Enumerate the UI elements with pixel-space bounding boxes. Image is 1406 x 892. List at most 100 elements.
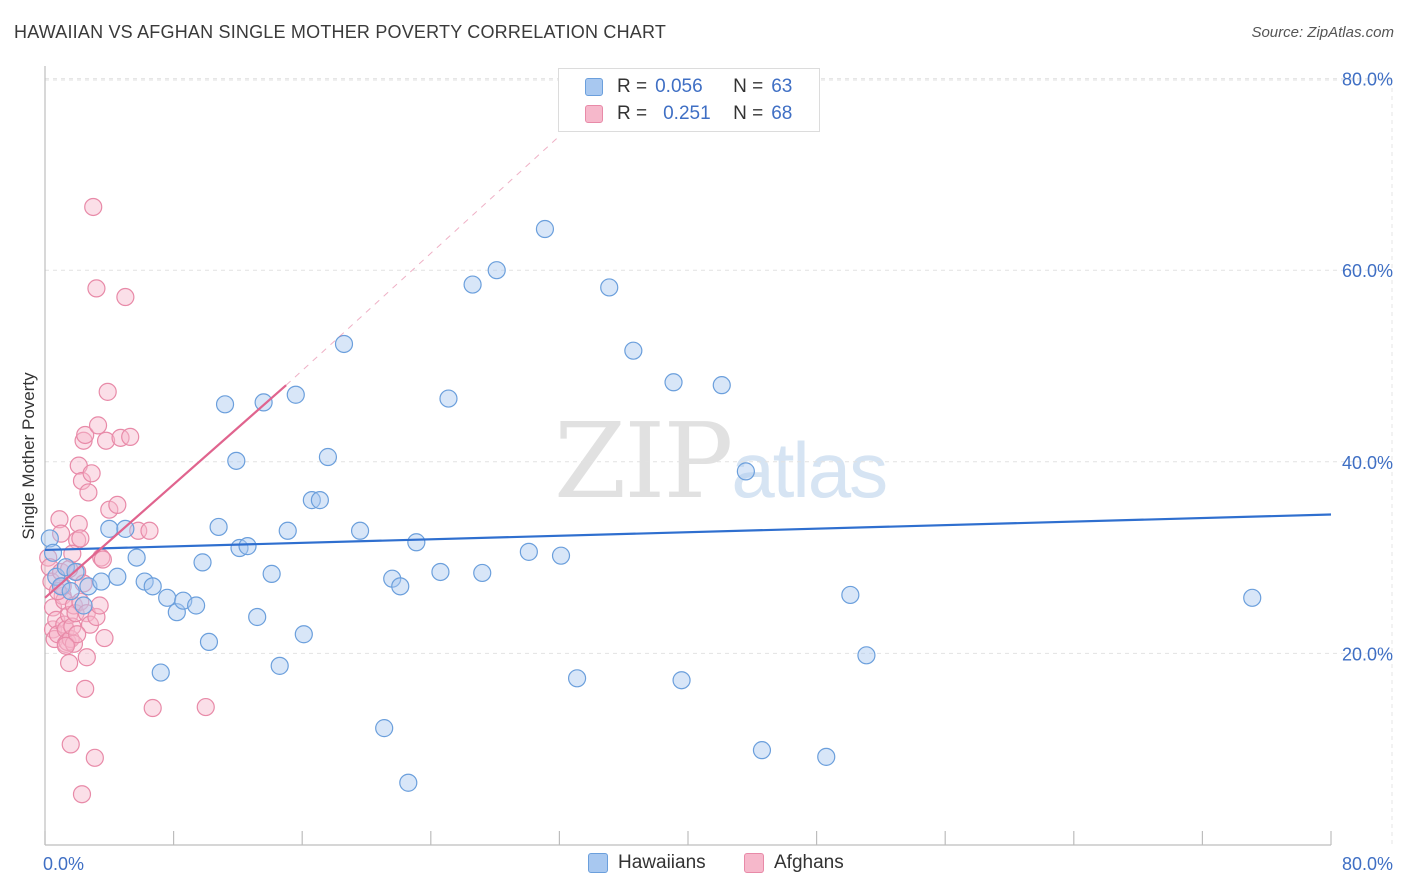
hawaiians-point [407,533,426,552]
hawaiians-point [209,517,228,537]
chart-title: HAWAIIAN VS AFGHAN SINGLE MOTHER POVERTY… [14,22,667,42]
afghans-point [76,679,95,698]
afghans-point [87,279,106,298]
hawaiians-point [817,747,836,766]
y-tick-label: 80.0% [1342,70,1393,90]
afghans-point [71,529,90,548]
hawaiians-point [535,219,555,239]
y-tick-label: 40.0% [1342,453,1393,473]
hawaiians-point [431,562,450,582]
r-value: 0.251 [663,103,711,124]
x-tick-label: 0.0% [43,854,84,874]
hawaiians-point [61,582,80,601]
afghans-point [85,748,104,767]
afghans-point [84,197,103,217]
hawaiians-point [857,646,876,665]
hawaiians-point [310,491,329,510]
afghans-point [69,514,88,534]
afghans-point [116,287,135,307]
hawaiians-point [270,656,289,675]
n-label: N = [733,76,764,97]
hawaiians-point [1243,588,1262,607]
hawaiians-point [350,521,370,540]
afghans-point [111,428,130,447]
hawaiians-point [187,596,206,615]
trend-lines [44,135,1332,599]
hawaiians-point [286,385,305,404]
afghans-point [76,425,95,445]
afghans-point [196,697,215,717]
hawaiians-point [600,278,619,297]
hawaiians-swatch [588,853,608,873]
hawaiians-point [127,548,146,567]
watermark-zip: ZIP [554,400,733,522]
hawaiians-point [278,521,297,540]
afghans-point [72,785,92,804]
afghans-point [50,510,69,529]
afghans-point [68,625,87,644]
hawaiians-point [100,519,119,538]
axis-labels: 20.0% 40.0% 60.0% 80.0% 0.0% 80.0% Single Moth… [19,70,1393,874]
hawaiians-point [151,663,170,682]
hawaiians-point [487,261,506,280]
hawaiians-point [254,393,273,412]
n-value: 63 [771,76,793,97]
hawaiians-point [736,462,755,481]
hawaiians-point [672,671,691,690]
hawaiians-point [47,567,66,586]
afghans-trend-line [44,384,287,599]
afghans-point [55,591,74,610]
hawaiians-point [167,603,186,622]
afghans-point [98,382,117,401]
afghans-point [82,464,101,483]
hawaiians-point [334,334,354,354]
hawaiians-point [439,389,458,408]
legend-label-afghans: Afghans [774,852,844,873]
hawaiians-point [712,376,731,395]
hawaiians-point [473,563,492,583]
n-label: N = [733,103,764,124]
r-label: R = [617,103,648,124]
afghans-trend-extension [285,135,560,386]
hawaiians-point [294,625,313,644]
y-axis-label: Single Mother Poverty [19,372,38,540]
hawaiians-point [193,553,212,572]
afghans-point [143,698,162,718]
grid-lines [45,78,1393,845]
hawaiians-point [215,395,235,414]
afghans-point [87,607,106,627]
hawaiians-point [318,447,338,467]
afghans-point [90,596,109,615]
afghans-point [121,427,140,446]
afghans-point [96,431,116,450]
r-value: 0.056 [655,76,703,97]
hawaiians-point [567,669,587,688]
afghans-swatch [744,853,764,873]
hawaiians-point [43,543,63,562]
legend-item-hawaiians[interactable]: Hawaiians [588,852,706,874]
hawaiians-point [227,451,246,470]
afghans-point [88,416,108,435]
afghans-series [39,197,215,804]
hawaiians-point [463,275,482,294]
y-tick-label: 20.0% [1342,644,1393,664]
hawaiians-point [375,719,394,738]
hawaiians-point [399,773,418,792]
watermark: ZIPatlas [554,400,888,522]
afghans-point [40,558,59,577]
x-tick-label: 80.0% [1342,854,1393,874]
watermark-atlas: atlas [731,426,888,514]
hawaiians-swatch [585,78,603,96]
afghans-point [51,524,71,543]
afghans-point [93,550,112,569]
stats-legend: R = 0.056 N = 63 R = 0.251 N = 68 [558,68,820,132]
hawaiians-point [841,585,860,605]
afghans-point [95,628,114,648]
y-tick-label: 60.0% [1342,261,1393,281]
hawaiians-point [56,558,75,577]
legend-item-afghans[interactable]: Afghans [744,852,844,874]
afghans-point [56,636,75,655]
legend-label-hawaiians: Hawaiians [618,852,706,873]
hawaiians-point [158,588,177,607]
afghans-point [72,471,92,491]
